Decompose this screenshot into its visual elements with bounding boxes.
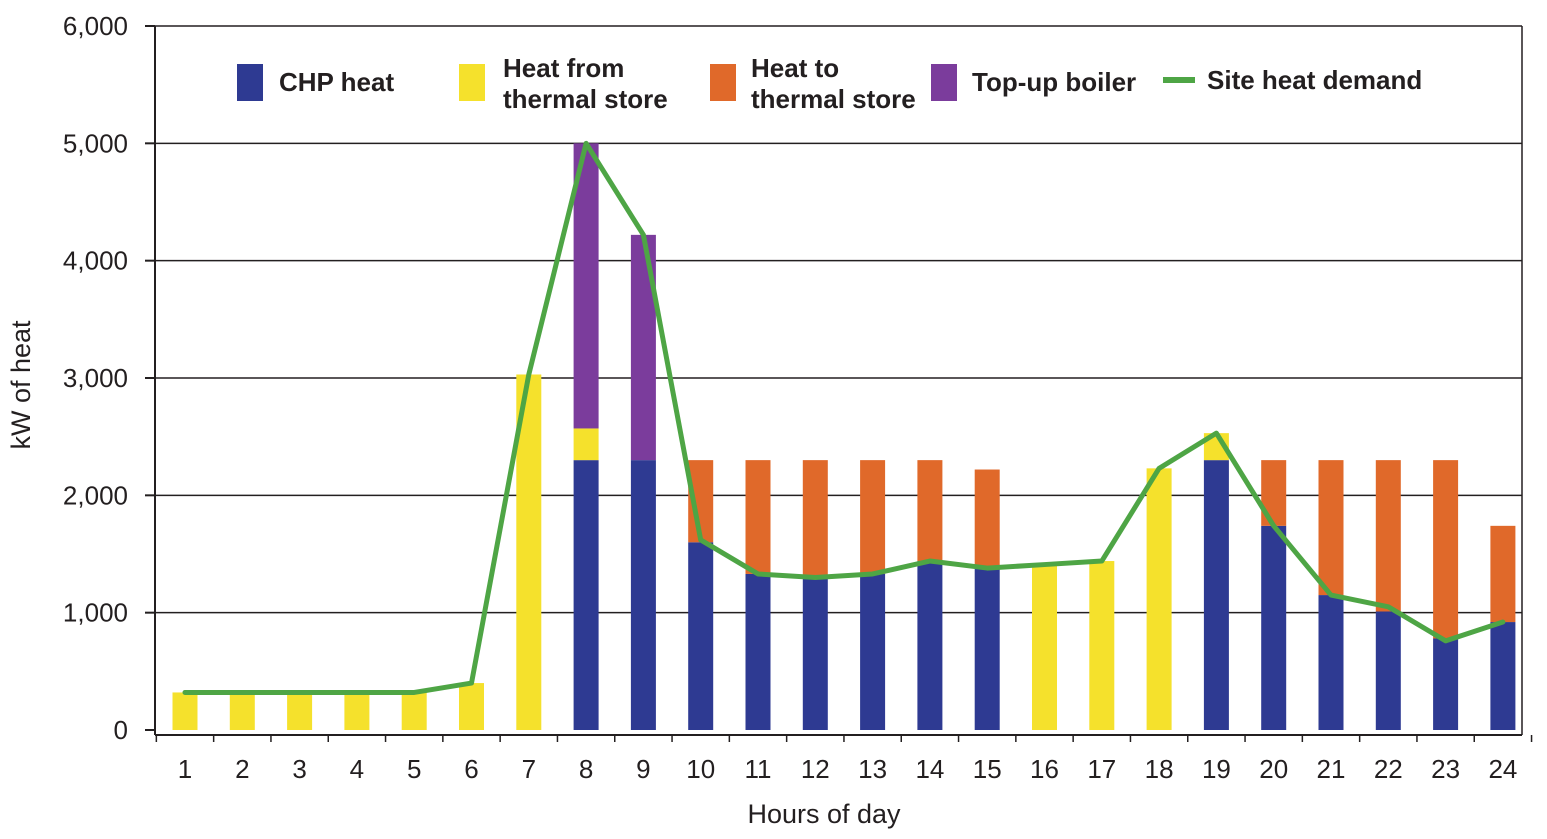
x-tick-label: 23 [1431,754,1460,784]
bar-segment-boiler [573,143,599,429]
bar-segment-from_store [344,692,370,730]
y-tick-label: 4,000 [63,246,128,276]
y-tick-label: 1,000 [63,598,128,628]
bar-segment-from_store [401,692,427,730]
bar-segment-from_store [1146,468,1172,730]
bar-segment-to_store [1490,525,1516,623]
bar-segment-chp [1203,460,1229,730]
bar-segment-chp [1490,622,1516,730]
bar-segment-chp [1433,638,1459,730]
x-tick-label: 21 [1317,754,1346,784]
bar-segment-chp [860,573,886,730]
x-tick-label: 18 [1145,754,1174,784]
x-tick-label: 10 [686,754,715,784]
y-tick-label: 2,000 [63,480,128,510]
x-axis-title: Hours of day [747,799,901,829]
stacked-bars [172,143,1516,730]
bar-segment-from_store [287,692,313,730]
legend-label-from_store: thermal store [503,84,668,114]
bar-segment-from_store [1032,564,1057,730]
bar-segment-chp [630,460,656,730]
legend-swatch-chp [237,64,263,101]
x-tick-label: 12 [801,754,830,784]
bar-segment-to_store [745,460,771,574]
site-heat-demand-line [182,140,1506,695]
bar-segment-from_store [229,692,255,730]
bar-segment-to_store [974,469,1000,569]
gridlines [155,25,1522,614]
y-axis-title: kW of heat [6,320,36,450]
bar-segment-to_store [860,460,886,574]
bar-segment-chp [1375,611,1401,730]
x-tick-label: 13 [858,754,887,784]
bar-segment-chp [974,568,1000,730]
legend-label-from_store: Heat from [503,53,624,83]
legend-label-chp: CHP heat [279,67,394,97]
x-tick-label: 15 [973,754,1002,784]
x-tick-label: 11 [745,754,772,784]
x-tick-label: 1 [178,754,192,784]
x-tick-label: 16 [1030,754,1059,784]
y-tick-label: 6,000 [63,11,128,41]
bar-segment-to_store [1375,460,1401,612]
x-tick-label: 19 [1202,754,1231,784]
x-tick-label: 24 [1488,754,1517,784]
x-tick-label: 3 [292,754,306,784]
x-tick-label: 5 [407,754,421,784]
bar-segment-chp [917,561,943,730]
legend-swatch-from_store [459,64,485,101]
x-tick-label: 17 [1087,754,1116,784]
x-tick-label: 20 [1259,754,1288,784]
bar-segment-chp [802,577,828,730]
x-tick-label: 8 [579,754,593,784]
y-tick-label: 3,000 [63,363,128,393]
x-tick-label: 6 [464,754,478,784]
x-tick-label: 7 [522,754,536,784]
demand-line-layer [182,140,1506,695]
bar-segment-to_store [1318,460,1344,596]
legend-swatch-boiler [931,64,957,101]
bar-segment-from_store [172,692,198,730]
bar-segment-to_store [917,460,943,562]
x-tick-label: 4 [350,754,364,784]
legend-label-to_store: Heat to [751,53,839,83]
y-tick-label: 5,000 [63,128,128,158]
legend-label-demand: Site heat demand [1207,65,1422,95]
bar-segment-from_store [1089,561,1115,730]
x-tick-label: 9 [636,754,650,784]
bar-segment-chp [688,542,714,730]
x-tick-label: 14 [915,754,944,784]
bar-segment-from_store [459,683,484,730]
legend-label-to_store: thermal store [751,84,916,114]
legend-swatch-to_store [710,64,736,101]
x-tick-label: 2 [235,754,249,784]
bar-segment-to_store [802,460,828,578]
bar-segment-to_store [1433,460,1459,639]
bar-segment-chp [573,460,599,730]
x-tick-label: 22 [1374,754,1403,784]
y-tick-label: 0 [114,715,128,745]
axes [145,25,1533,742]
bar-segment-chp [1261,525,1287,730]
bar-segment-chp [1318,595,1344,730]
bar-segment-from_store [516,374,542,730]
bar-segment-chp [745,573,771,730]
legend-label-boiler: Top-up boiler [972,67,1136,97]
bar-segment-from_store [573,428,599,461]
